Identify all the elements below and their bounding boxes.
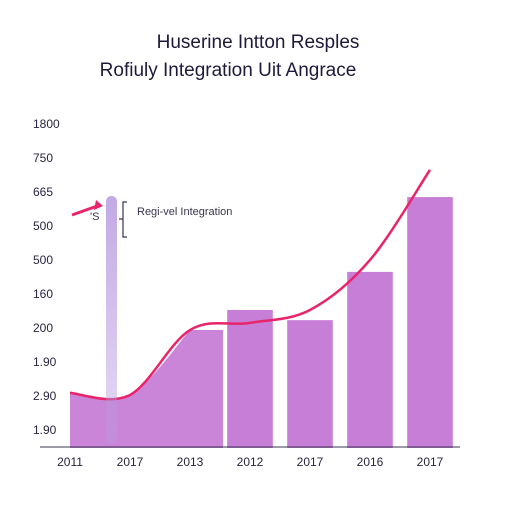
y-tick-label: 500 [33,253,53,267]
y-tick-label: 665 [33,185,53,199]
x-tick-label: 2017 [417,455,444,469]
bar [347,271,393,448]
x-tick-label: 2016 [357,455,384,469]
bar [227,309,273,448]
plot-area [69,169,453,448]
y-tick-label: 1800 [33,117,60,131]
y-tick-label: 1.90 [33,423,57,437]
y-tick-label: 1.90 [33,355,57,369]
highlight-pillar [106,196,117,444]
bar [407,197,453,448]
x-tick-label: 2017 [297,455,324,469]
x-tick-label: 2012 [237,455,264,469]
chart-title: Huserine Intton Resples [157,32,360,53]
annotation-bracket [119,201,127,238]
annotation-arrowhead [94,200,103,210]
chart-subtitle: Rofiuly Integration Uit Angrace [100,60,357,81]
y-tick-label: 2.90 [33,389,57,403]
x-tick-label: 2011 [57,455,83,469]
bar [287,320,333,448]
area [70,330,223,448]
line [69,169,432,401]
y-tick-label: 500 [33,219,53,233]
annotation-marker: 'S [90,211,99,223]
y-tick-label: 160 [33,287,53,301]
y-tick-label: 750 [33,151,53,165]
x-tick-label: 2017 [117,455,144,469]
x-tick-label: 2013 [177,455,204,469]
annotation-text: Regi-vel Integration [137,206,232,218]
y-tick-label: 200 [33,321,53,335]
